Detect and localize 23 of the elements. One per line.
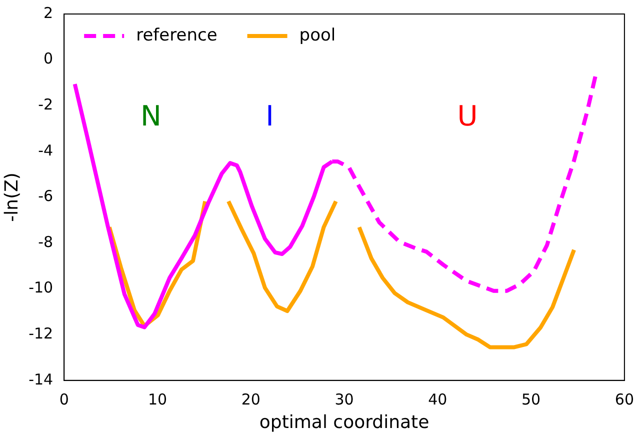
y-tick-label: -10	[28, 278, 54, 297]
y-tick-label: -6	[38, 187, 54, 206]
legend-label: pool	[299, 25, 336, 46]
x-tick-label: 30	[334, 390, 354, 408]
y-tick-label: 0	[44, 50, 54, 68]
annotation: U	[457, 100, 478, 133]
y-axis-title: -ln(Z)	[1, 172, 22, 222]
y-tick-label: -4	[38, 141, 54, 160]
y-tick-label: -2	[38, 95, 54, 114]
x-tick-label: 20	[241, 390, 260, 408]
x-axis-title: optimal coordinate	[259, 412, 430, 433]
x-tick-label: 0	[59, 390, 69, 408]
y-tick-label: -12	[28, 324, 54, 342]
y-tick-label: 2	[44, 4, 54, 22]
x-tick-label: 50	[522, 390, 541, 408]
legend-label: reference	[136, 25, 218, 46]
y-tick-label: -14	[28, 370, 54, 388]
x-tick-label: 10	[148, 390, 168, 408]
y-tick-label: -8	[38, 232, 54, 251]
x-tick-label: 60	[614, 390, 634, 408]
annotation: N	[140, 100, 162, 133]
annotation: I	[266, 100, 274, 133]
x-tick-label: 40	[428, 390, 448, 408]
